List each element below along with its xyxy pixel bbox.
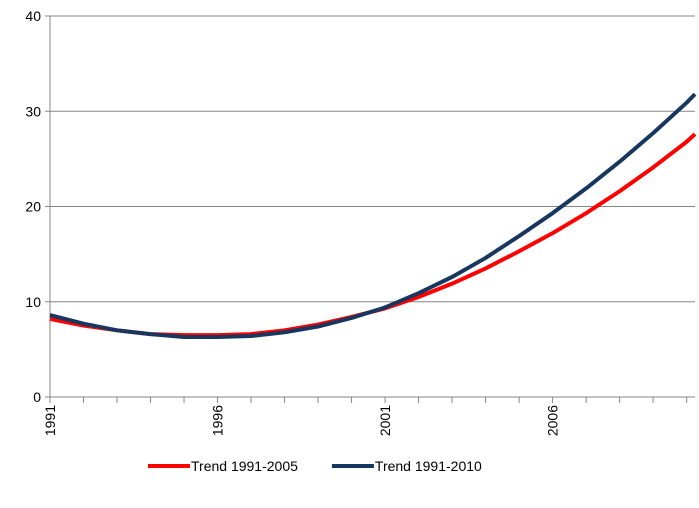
- legend-label: Trend 1991-2005: [191, 458, 298, 474]
- y-tick-label: 10: [25, 294, 41, 310]
- x-tick-label: 2001: [377, 405, 393, 436]
- legend-label: Trend 1991-2010: [375, 458, 482, 474]
- y-tick-label: 0: [33, 389, 41, 405]
- series-line: [49, 132, 697, 338]
- y-tick-label: 20: [25, 199, 41, 215]
- x-tick-label: 1996: [210, 405, 226, 436]
- y-tick-label: 40: [25, 8, 41, 24]
- series-line: [49, 92, 697, 339]
- y-tick-label: 30: [25, 103, 41, 119]
- x-tick-label: 1991: [42, 405, 58, 436]
- x-tick-label: 2006: [545, 405, 561, 436]
